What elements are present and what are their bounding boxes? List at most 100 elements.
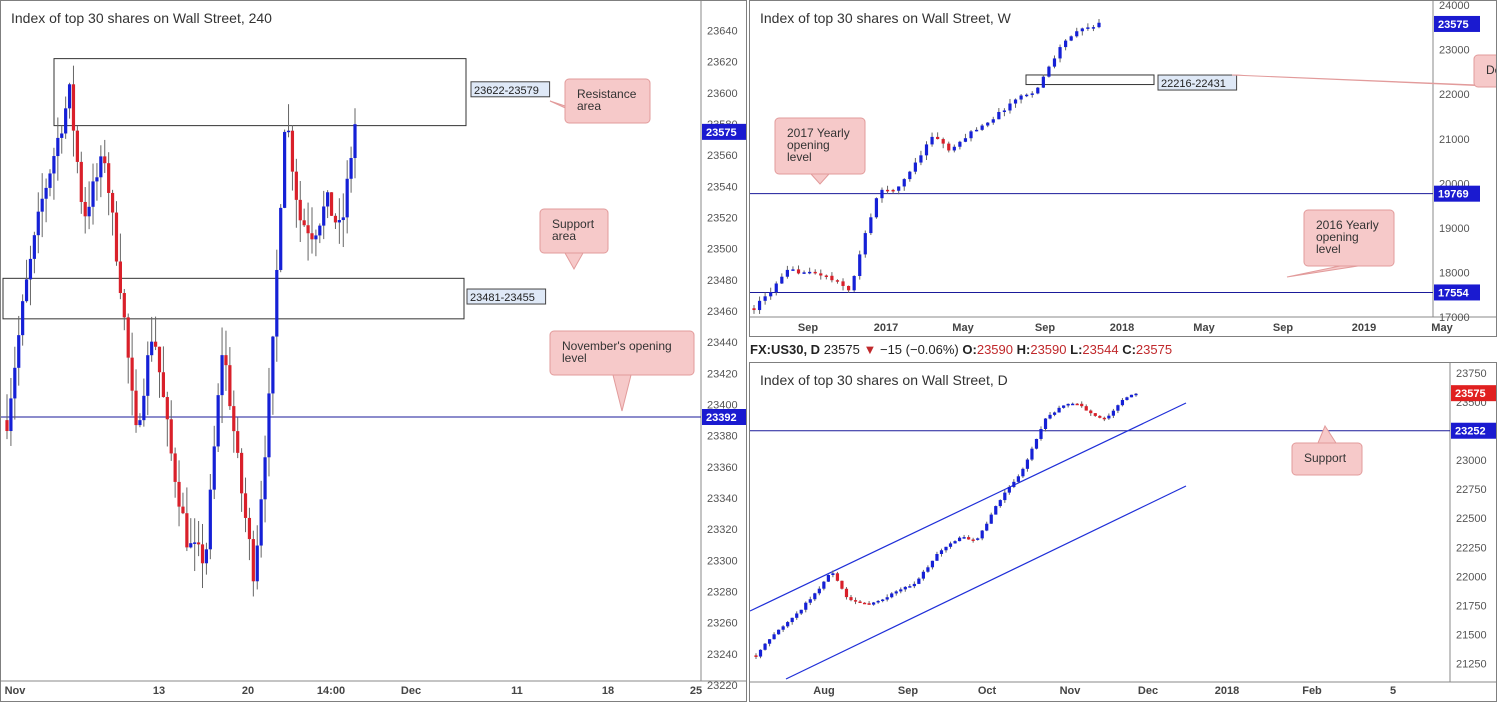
yearly-2016-callout	[1303, 209, 1395, 267]
candle-body	[283, 131, 287, 208]
candle-body	[263, 457, 267, 500]
candle-body	[1047, 66, 1051, 77]
last-price-tag-daily: 23575	[1455, 388, 1486, 400]
candle-body	[1030, 93, 1034, 95]
candle-body	[852, 275, 856, 291]
candle-body	[333, 215, 338, 223]
candle-body	[83, 201, 87, 217]
resistance-zone	[53, 58, 467, 127]
candle-body	[976, 538, 980, 540]
candle-body	[48, 173, 52, 188]
resistance-zone-label-bg	[470, 81, 551, 98]
candle-body	[997, 111, 1001, 120]
support-callout-text: Support	[552, 217, 595, 231]
candle-body	[326, 192, 330, 207]
candle-body	[306, 225, 310, 234]
price-tick-label: 23540	[707, 181, 738, 193]
chart-4h-panel[interactable]: 23220 23240 23260 23280 23300 23320 23340 23360…	[0, 0, 747, 702]
price-tick-label: 21000	[1439, 134, 1470, 146]
candle-body	[107, 163, 111, 193]
candle-body	[95, 177, 99, 182]
price-tick-label: 23300	[707, 555, 738, 567]
support-callout-text: area	[552, 229, 576, 243]
price-tick-label: 17000	[1439, 312, 1470, 324]
candle-body	[138, 420, 142, 426]
time-tick-label: May	[952, 322, 974, 334]
candle-body	[791, 269, 795, 271]
time-tick-label: 2018	[1215, 685, 1239, 697]
resistance-callout-text: area	[577, 99, 601, 113]
candle-body	[935, 554, 939, 561]
time-tick-label: Aug	[813, 685, 834, 697]
price-tick-label: 23500	[707, 244, 738, 256]
candle-body	[1036, 87, 1040, 94]
candle-body	[259, 499, 263, 546]
open-label: O:	[962, 342, 977, 357]
candle-body	[786, 622, 790, 627]
price-tick-label: 22000	[1439, 89, 1470, 101]
price-tick-label: 23520	[707, 213, 738, 225]
candle-body	[885, 597, 889, 600]
time-tick-label: Dec	[401, 685, 421, 697]
candle-body	[1021, 468, 1025, 477]
candle-body	[813, 271, 817, 274]
candle-body	[885, 189, 890, 192]
candle-body	[56, 137, 60, 157]
november-open-callout-text: November's opening	[562, 339, 672, 353]
candle-body	[952, 146, 956, 151]
candle-body	[1058, 47, 1062, 59]
candle-body	[13, 367, 17, 399]
candle-body	[926, 567, 930, 572]
price-tick-label: 18000	[1439, 268, 1470, 280]
down-arrow-icon: ▼	[863, 342, 877, 357]
candle-body	[980, 530, 984, 539]
candle-body	[286, 130, 291, 133]
candle-body	[767, 639, 772, 644]
price-tick-label: 22750	[1456, 484, 1487, 496]
candle-body	[146, 355, 150, 396]
yearly-2017-callout-pointer	[809, 173, 831, 185]
candle-body	[796, 269, 801, 274]
chart-daily-svg: 21250 21500 21750 22000 22250 22500 22750 23000…	[750, 363, 1496, 697]
candle-body	[279, 207, 283, 270]
chart-weekly-panel[interactable]: 17000 18000 19000 20000 21000 22000 23000 24000…	[749, 0, 1497, 337]
time-tick-label: 11	[511, 685, 523, 697]
support-callout-daily-text: Support	[1304, 451, 1347, 465]
price-tick-label: 23000	[1456, 455, 1487, 467]
candle-body	[189, 543, 193, 548]
price-tick-label: 23360	[707, 462, 738, 474]
candle-body	[876, 600, 880, 603]
yearly-2017-callout	[774, 117, 866, 175]
time-tick-label: Dec	[1138, 685, 1158, 697]
candle-body	[890, 593, 894, 598]
candle-body	[1086, 27, 1090, 29]
candle-body	[867, 603, 871, 605]
chart-daily-panel[interactable]: 21250 21500 21750 22000 22250 22500 22750 23000…	[749, 362, 1497, 702]
candle-body	[1089, 410, 1093, 414]
candle-body	[777, 629, 781, 635]
candle-body	[1002, 110, 1007, 112]
candle-body	[822, 581, 826, 589]
price-tick-label: 23440	[707, 337, 738, 349]
candle-body	[903, 586, 907, 590]
demand-callout-text: Demand	[1486, 63, 1497, 77]
price-tick-label: 23280	[707, 587, 738, 599]
time-tick-label: Sep	[1035, 322, 1055, 334]
time-tick-label: 2017	[874, 322, 898, 334]
price-tick-label: 23320	[707, 524, 738, 536]
candle-body	[913, 162, 917, 172]
candle-body	[849, 597, 853, 601]
price-tick-label: 23220	[707, 680, 738, 692]
candle-body	[795, 613, 799, 618]
candle-body	[872, 602, 876, 605]
chart-4h-title: Index of top 30 shares on Wall Street, 2…	[11, 10, 272, 26]
price-tick-label: 23000	[1439, 45, 1470, 57]
candle-body	[1102, 417, 1106, 420]
chart-weekly-title: Index of top 30 shares on Wall Street, W	[760, 10, 1011, 26]
candle-body	[294, 171, 298, 200]
candle-body	[173, 453, 177, 482]
candle-body	[52, 156, 56, 174]
candle-body	[353, 124, 357, 159]
candle-body	[853, 600, 858, 602]
candle-body	[9, 398, 13, 432]
